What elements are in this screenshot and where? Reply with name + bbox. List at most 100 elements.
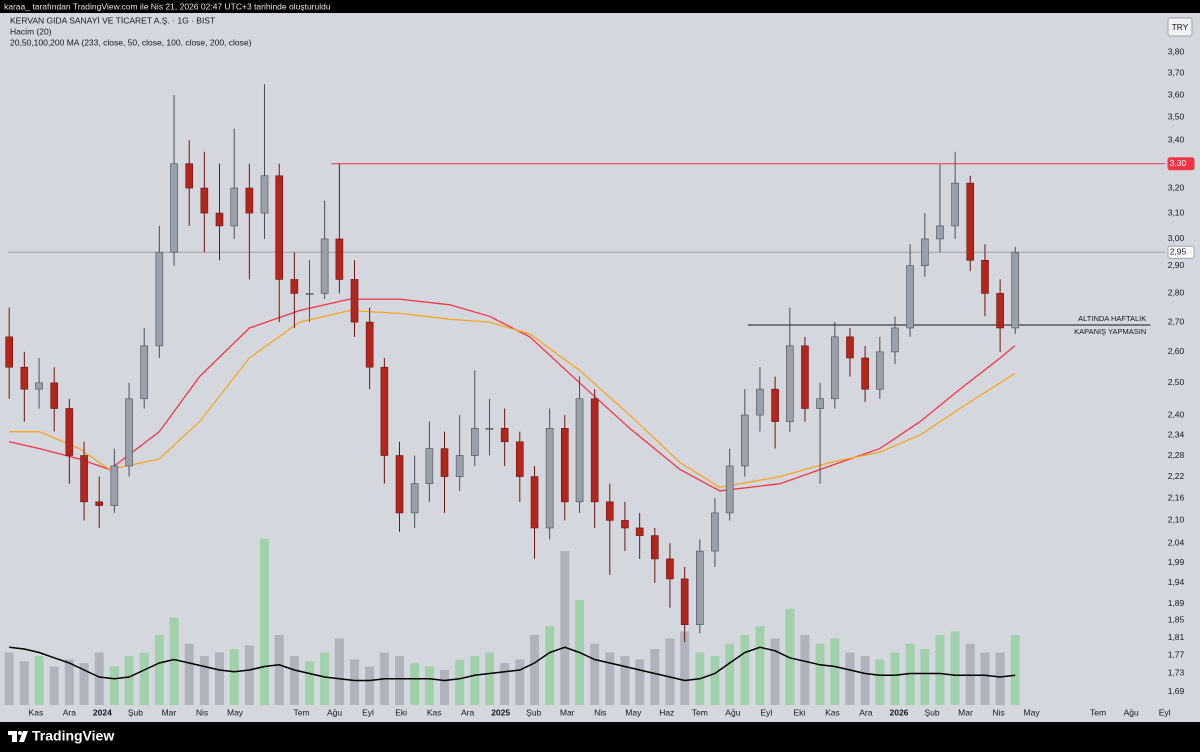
candle-body	[635, 527, 644, 536]
volume-bar	[289, 656, 299, 705]
volume-bar	[169, 617, 179, 705]
x-tick-label: Mar	[162, 707, 177, 717]
volume-bar	[410, 663, 420, 705]
candle-body	[651, 535, 659, 560]
candle-body	[365, 321, 374, 368]
volume-bar	[470, 656, 480, 705]
volume-bar	[650, 649, 660, 705]
volume-ma	[9, 646, 1016, 682]
candle-body	[696, 550, 704, 626]
x-tick-label: Ara	[461, 707, 475, 717]
candle-body	[110, 465, 119, 506]
y-tick-label: 3,00	[1168, 233, 1185, 243]
volume-bar	[770, 638, 780, 705]
candle-body	[155, 251, 164, 347]
candle-body	[936, 225, 944, 240]
volume-bar	[139, 652, 149, 705]
volume-bar	[560, 551, 570, 705]
candle-body	[680, 578, 689, 626]
volume-bar	[274, 635, 284, 705]
x-tick-label: 2025	[491, 707, 510, 717]
volume-bar	[665, 638, 675, 705]
candle-body	[65, 408, 74, 456]
candle-body	[50, 382, 59, 409]
candle-body	[140, 345, 149, 400]
candle-body	[545, 428, 554, 529]
volume-bar	[500, 663, 510, 705]
x-tick-label: May	[1024, 707, 1041, 717]
candle-body	[455, 455, 464, 477]
volume-bar	[440, 670, 450, 705]
annotation: KAPANIŞ YAPMASIN	[1074, 327, 1146, 336]
y-tick-label: 3,60	[1168, 89, 1185, 99]
candle-body	[725, 465, 734, 514]
x-tick-label: 2026	[889, 707, 908, 717]
volume-bar	[184, 643, 194, 705]
y-tick-label: 3,40	[1168, 134, 1185, 144]
x-tick-label: Şub	[128, 707, 143, 717]
candle-body	[981, 259, 989, 294]
volume-bar	[259, 538, 269, 705]
volume-bar	[424, 666, 434, 705]
candle-body	[1011, 251, 1020, 329]
y-tick-label: 1,85	[1168, 615, 1185, 625]
volume-bar	[485, 652, 495, 705]
candle-body	[215, 212, 224, 227]
x-tick-label: Kas	[427, 707, 442, 717]
volume-bar	[199, 656, 209, 705]
x-tick-label: 2024	[93, 707, 112, 717]
candle-body	[200, 187, 209, 214]
candle-body	[530, 476, 539, 529]
y-tick-label: 1,77	[1168, 650, 1185, 660]
x-tick-label: Eyl	[362, 707, 374, 717]
volume-bar	[124, 656, 134, 705]
volume-bar	[545, 626, 555, 705]
candle-body	[996, 293, 1004, 329]
candle-body	[5, 336, 13, 368]
volume-bar	[154, 635, 164, 705]
volume-legend: Hacim (20)	[10, 26, 52, 36]
volume-bar	[740, 635, 750, 705]
candle-body	[410, 483, 419, 514]
y-tick-label: 2,04	[1168, 538, 1185, 548]
y-tick-label: 2,70	[1168, 316, 1185, 326]
candle-body	[666, 558, 674, 580]
volume-bar	[395, 656, 405, 705]
candle-body	[605, 501, 614, 521]
volume-bar	[755, 626, 765, 705]
volume-bar	[860, 656, 870, 705]
plot-area: Kas Ara 2024 Şub Mar Nis May Tem Ağu Eyl Eki Kas Ara…	[4, 47, 1195, 717]
y-tick-label: 2,22	[1168, 471, 1185, 481]
volume-bar	[334, 638, 344, 705]
candle-body	[500, 428, 509, 443]
volume-bar	[64, 659, 74, 705]
volume-bar	[244, 645, 254, 705]
currency: TRY	[1172, 22, 1189, 32]
y-tick-label: 3,50	[1168, 112, 1185, 122]
candle-body	[275, 175, 284, 280]
volume-bar	[800, 635, 810, 705]
candle-body	[560, 428, 569, 503]
moving-average	[9, 298, 1016, 492]
currency-box	[1167, 17, 1193, 37]
volume-bar	[815, 643, 825, 705]
x-tick-label: Kas	[29, 707, 44, 717]
candle-body	[395, 455, 404, 514]
price-label-box	[1167, 157, 1195, 171]
volume-bar	[94, 652, 104, 705]
y-tick-label: 2,16	[1168, 492, 1185, 502]
moving-average	[9, 309, 1016, 488]
candle-body	[290, 279, 299, 294]
logo	[8, 731, 28, 742]
y-tick-label: 1,94	[1168, 577, 1185, 587]
candle-body	[891, 327, 899, 353]
volume-bar	[710, 656, 720, 705]
x-tick-label: Eki	[395, 707, 407, 717]
volume-bar	[320, 652, 330, 705]
candle-body	[575, 398, 584, 503]
volume-bar	[304, 661, 314, 705]
credit: karaa_ tarafından TradingView.com ile Ni…	[4, 1, 331, 11]
